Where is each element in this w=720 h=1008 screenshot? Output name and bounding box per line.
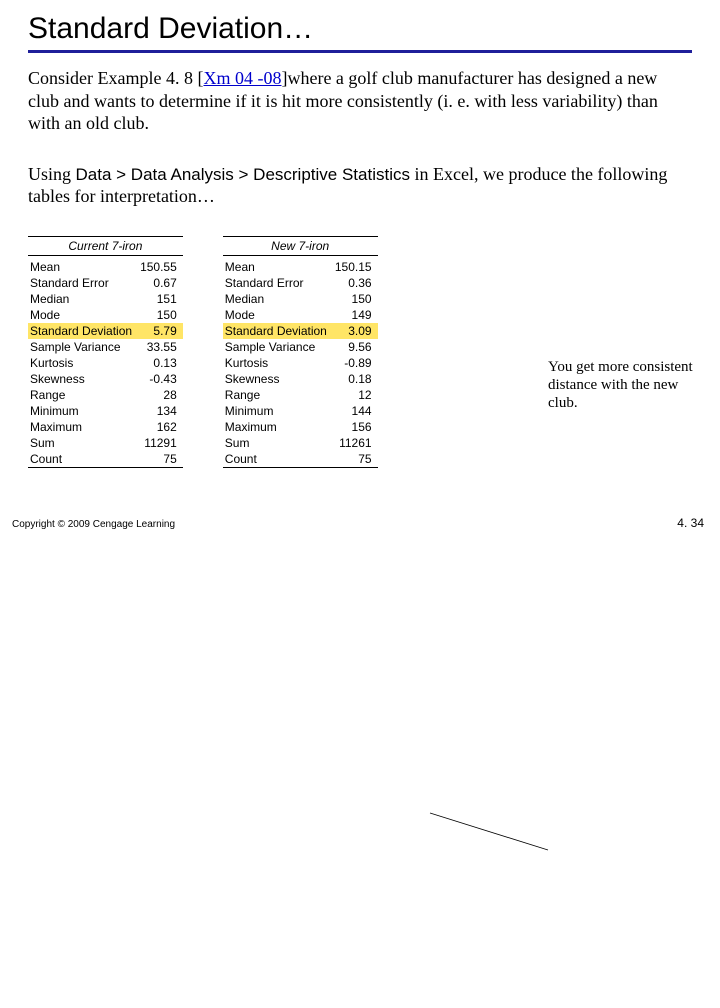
stat-value: 156 bbox=[333, 419, 378, 435]
stat-label: Range bbox=[223, 387, 333, 403]
paragraph-1: Consider Example 4. 8 [Xm 04 -08]where a… bbox=[28, 67, 692, 135]
table-row: Maximum156 bbox=[223, 419, 378, 435]
table-row: Standard Error0.36 bbox=[223, 275, 378, 291]
table-row: Median150 bbox=[223, 291, 378, 307]
table-row: Range28 bbox=[28, 387, 183, 403]
table-row: Standard Deviation5.79 bbox=[28, 323, 183, 339]
leader-line bbox=[0, 468, 720, 1008]
stat-value: 75 bbox=[333, 451, 378, 468]
table-row: Skewness-0.43 bbox=[28, 371, 183, 387]
stat-label: Kurtosis bbox=[28, 355, 138, 371]
table-row: Median151 bbox=[28, 291, 183, 307]
stat-value: -0.89 bbox=[333, 355, 378, 371]
table-row: Count75 bbox=[223, 451, 378, 468]
stat-label: Maximum bbox=[223, 419, 333, 435]
stat-label: Mean bbox=[223, 259, 333, 275]
stat-label: Sum bbox=[223, 435, 333, 451]
stat-value: 12 bbox=[333, 387, 378, 403]
stat-value: 0.36 bbox=[333, 275, 378, 291]
stat-value: 11291 bbox=[138, 435, 183, 451]
stat-label: Standard Deviation bbox=[223, 323, 333, 339]
table-row: Sample Variance33.55 bbox=[28, 339, 183, 355]
stat-value: 0.18 bbox=[333, 371, 378, 387]
stat-value: 149 bbox=[333, 307, 378, 323]
table-row: Mean150.55 bbox=[28, 259, 183, 275]
callout-note: You get more consistent distance with th… bbox=[548, 358, 698, 412]
stat-value: 151 bbox=[138, 291, 183, 307]
table-row: Kurtosis-0.89 bbox=[223, 355, 378, 371]
copyright-text: Copyright © 2009 Cengage Learning bbox=[12, 519, 175, 530]
table-row: Sum11291 bbox=[28, 435, 183, 451]
stat-label: Minimum bbox=[223, 403, 333, 419]
stat-label: Mode bbox=[28, 307, 138, 323]
table-header: Current 7-iron bbox=[28, 236, 183, 255]
stat-label: Standard Deviation bbox=[28, 323, 138, 339]
stat-label: Median bbox=[223, 291, 333, 307]
stat-value: 0.67 bbox=[138, 275, 183, 291]
table-row: Mode150 bbox=[28, 307, 183, 323]
stat-label: Median bbox=[28, 291, 138, 307]
table-row: Minimum134 bbox=[28, 403, 183, 419]
stat-label: Skewness bbox=[28, 371, 138, 387]
stat-label: Maximum bbox=[28, 419, 138, 435]
stat-label: Minimum bbox=[28, 403, 138, 419]
stat-value: 134 bbox=[138, 403, 183, 419]
stat-value: 33.55 bbox=[138, 339, 183, 355]
title-underline bbox=[28, 50, 692, 53]
table-row: Sum11261 bbox=[223, 435, 378, 451]
tables-container: Current 7-ironMean150.55Standard Error0.… bbox=[28, 236, 692, 469]
table-header: New 7-iron bbox=[223, 236, 378, 255]
table-row: Standard Deviation3.09 bbox=[223, 323, 378, 339]
stat-value: 75 bbox=[138, 451, 183, 468]
table-row: Kurtosis0.13 bbox=[28, 355, 183, 371]
stat-value: 9.56 bbox=[333, 339, 378, 355]
stat-label: Sum bbox=[28, 435, 138, 451]
table-row: Count75 bbox=[28, 451, 183, 468]
stats-table-new: New 7-iron Mean150.15Standard Error0.36Me… bbox=[223, 236, 378, 469]
table-row: Standard Error0.67 bbox=[28, 275, 183, 291]
stat-label: Range bbox=[28, 387, 138, 403]
stat-value: 144 bbox=[333, 403, 378, 419]
table-row: Mean150.15 bbox=[223, 259, 378, 275]
stat-label: Sample Variance bbox=[223, 339, 333, 355]
stat-value: 162 bbox=[138, 419, 183, 435]
stat-label: Sample Variance bbox=[28, 339, 138, 355]
stat-label: Mode bbox=[223, 307, 333, 323]
stat-value: 150 bbox=[138, 307, 183, 323]
stat-label: Count bbox=[223, 451, 333, 468]
stat-label: Mean bbox=[28, 259, 138, 275]
stat-label: Standard Error bbox=[223, 275, 333, 291]
stat-value: 28 bbox=[138, 387, 183, 403]
page-title: Standard Deviation… bbox=[28, 12, 692, 46]
excel-menu-path: Data > Data Analysis > Descriptive Stati… bbox=[76, 165, 410, 184]
table-row: Range12 bbox=[223, 387, 378, 403]
stat-label: Kurtosis bbox=[223, 355, 333, 371]
stat-value: 150.55 bbox=[138, 259, 183, 275]
stat-label: Skewness bbox=[223, 371, 333, 387]
stat-value: 0.13 bbox=[138, 355, 183, 371]
stat-value: 3.09 bbox=[333, 323, 378, 339]
para1-text-a: Consider Example 4. 8 [ bbox=[28, 68, 203, 88]
stats-table-current: Current 7-ironMean150.55Standard Error0.… bbox=[28, 236, 183, 469]
table-row: Skewness0.18 bbox=[223, 371, 378, 387]
stat-label: Standard Error bbox=[28, 275, 138, 291]
table-row: Mode149 bbox=[223, 307, 378, 323]
stat-value: 11261 bbox=[333, 435, 378, 451]
table-row: Sample Variance9.56 bbox=[223, 339, 378, 355]
paragraph-2: Using Data > Data Analysis > Descriptive… bbox=[28, 163, 692, 208]
stat-value: -0.43 bbox=[138, 371, 183, 387]
page-number: 4. 34 bbox=[677, 516, 704, 530]
stat-value: 5.79 bbox=[138, 323, 183, 339]
stat-value: 150 bbox=[333, 291, 378, 307]
example-link[interactable]: Xm 04 -08 bbox=[203, 68, 281, 88]
stat-label: Count bbox=[28, 451, 138, 468]
table-row: Maximum162 bbox=[28, 419, 183, 435]
para2-text-a: Using bbox=[28, 164, 76, 184]
table-row: Minimum144 bbox=[223, 403, 378, 419]
stat-value: 150.15 bbox=[333, 259, 378, 275]
